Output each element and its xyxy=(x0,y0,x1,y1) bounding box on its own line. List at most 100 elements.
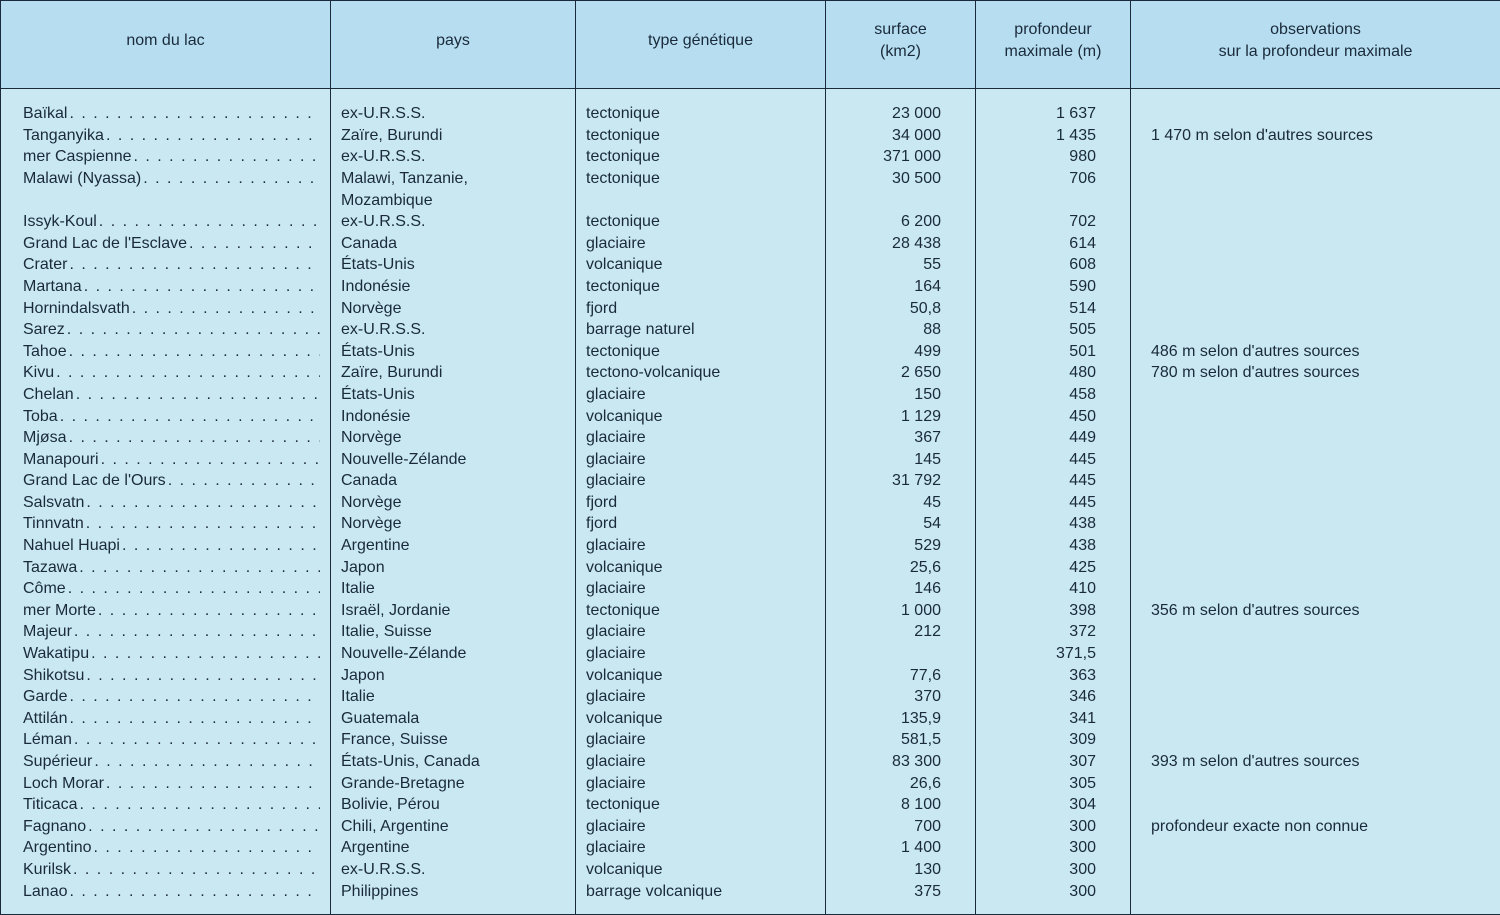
lake-name: Kivu xyxy=(23,362,56,384)
cell-pays: Canada xyxy=(331,233,576,255)
table-row: Kurilsk . . . . . . . . . . . . . . . . … xyxy=(1,859,1500,881)
cell-nom: Toba . . . . . . . . . . . . . . . . . .… xyxy=(1,406,331,428)
dot-leader: . . . . . . . . . . . . . . . . . . . . … xyxy=(168,470,320,492)
cell-obs: 780 m selon d'autres sources xyxy=(1131,362,1500,384)
table-row: Shikotsu . . . . . . . . . . . . . . . .… xyxy=(1,665,1500,687)
table-row: Léman . . . . . . . . . . . . . . . . . … xyxy=(1,729,1500,751)
lake-name: Issyk-Koul xyxy=(23,211,99,233)
cell-surface: 34 000 xyxy=(826,125,976,147)
table-row: Chelan . . . . . . . . . . . . . . . . .… xyxy=(1,384,1500,406)
cell-nom: Supérieur . . . . . . . . . . . . . . . … xyxy=(1,751,331,773)
cell-profondeur: 445 xyxy=(976,470,1131,492)
dot-leader: . . . . . . . . . . . . . . . . . . . . … xyxy=(86,665,320,687)
cell-surface: 130 xyxy=(826,859,976,881)
cell-obs: profondeur exacte non connue xyxy=(1131,816,1500,838)
lake-name: Loch Morar xyxy=(23,773,106,795)
cell-type: glaciaire xyxy=(576,621,826,643)
col-header-surface: surface(km2) xyxy=(826,1,976,89)
cell-type: glaciaire xyxy=(576,751,826,773)
cell-nom: mer Caspienne . . . . . . . . . . . . . … xyxy=(1,146,331,168)
cell-obs: 486 m selon d'autres sources xyxy=(1131,341,1500,363)
cell-surface: 2 650 xyxy=(826,362,976,384)
dot-leader: . . . . . . . . . . . . . . . . . . . . … xyxy=(69,427,320,449)
table-row: Sarez . . . . . . . . . . . . . . . . . … xyxy=(1,319,1500,341)
lake-name: Kurilsk xyxy=(23,859,73,881)
cell-obs xyxy=(1131,643,1500,665)
cell-profondeur: 1 637 xyxy=(976,89,1131,125)
cell-nom: Léman . . . . . . . . . . . . . . . . . … xyxy=(1,729,331,751)
cell-obs xyxy=(1131,621,1500,643)
cell-obs xyxy=(1131,837,1500,859)
cell-surface: 146 xyxy=(826,578,976,600)
cell-obs xyxy=(1131,449,1500,471)
cell-surface: 370 xyxy=(826,686,976,708)
cell-type: glaciaire xyxy=(576,837,826,859)
cell-pays: Bolivie, Pérou xyxy=(331,794,576,816)
cell-pays: États-Unis xyxy=(331,254,576,276)
cell-nom: Wakatipu . . . . . . . . . . . . . . . .… xyxy=(1,643,331,665)
cell-profondeur: 501 xyxy=(976,341,1131,363)
cell-pays: Chili, Argentine xyxy=(331,816,576,838)
cell-type: volcanique xyxy=(576,708,826,730)
cell-profondeur: 309 xyxy=(976,729,1131,751)
cell-obs xyxy=(1131,773,1500,795)
cell-obs xyxy=(1131,427,1500,449)
table-row: Fagnano . . . . . . . . . . . . . . . . … xyxy=(1,816,1500,838)
dot-leader: . . . . . . . . . . . . . . . . . . . . … xyxy=(122,535,320,557)
dot-leader: . . . . . . . . . . . . . . . . . . . . … xyxy=(106,125,320,147)
cell-type: glaciaire xyxy=(576,233,826,255)
cell-nom: Kivu . . . . . . . . . . . . . . . . . .… xyxy=(1,362,331,384)
cell-pays: États-Unis xyxy=(331,341,576,363)
cell-type: tectonique xyxy=(576,341,826,363)
cell-surface: 55 xyxy=(826,254,976,276)
cell-surface: 30 500 xyxy=(826,168,976,211)
cell-profondeur: 438 xyxy=(976,535,1131,557)
cell-nom: Attilán . . . . . . . . . . . . . . . . … xyxy=(1,708,331,730)
lake-name: Tinnvatn xyxy=(23,513,86,535)
cell-pays: Norvège xyxy=(331,298,576,320)
cell-surface xyxy=(826,643,976,665)
cell-pays: Italie, Suisse xyxy=(331,621,576,643)
cell-nom: Argentino . . . . . . . . . . . . . . . … xyxy=(1,837,331,859)
lake-name: Titicaca xyxy=(23,794,80,816)
dot-leader: . . . . . . . . . . . . . . . . . . . . … xyxy=(134,146,321,168)
cell-profondeur: 300 xyxy=(976,881,1131,915)
cell-nom: Mjøsa . . . . . . . . . . . . . . . . . … xyxy=(1,427,331,449)
cell-profondeur: 307 xyxy=(976,751,1131,773)
cell-surface: 8 100 xyxy=(826,794,976,816)
lake-name: Nahuel Huapi xyxy=(23,535,122,557)
cell-obs xyxy=(1131,319,1500,341)
cell-surface: 499 xyxy=(826,341,976,363)
cell-surface: 26,6 xyxy=(826,773,976,795)
cell-pays: Grande-Bretagne xyxy=(331,773,576,795)
cell-nom: Martana . . . . . . . . . . . . . . . . … xyxy=(1,276,331,298)
dot-leader: . . . . . . . . . . . . . . . . . . . . … xyxy=(86,492,320,514)
cell-pays: Japon xyxy=(331,557,576,579)
lake-name: mer Morte xyxy=(23,600,98,622)
cell-surface: 83 300 xyxy=(826,751,976,773)
cell-pays: Indonésie xyxy=(331,406,576,428)
cell-profondeur: 300 xyxy=(976,859,1131,881)
col-header-type: type génétique xyxy=(576,1,826,89)
cell-type: barrage naturel xyxy=(576,319,826,341)
cell-obs xyxy=(1131,233,1500,255)
table-body: Baïkal . . . . . . . . . . . . . . . . .… xyxy=(1,89,1500,915)
cell-type: glaciaire xyxy=(576,470,826,492)
table-row: Wakatipu . . . . . . . . . . . . . . . .… xyxy=(1,643,1500,665)
cell-type: glaciaire xyxy=(576,686,826,708)
cell-surface: 529 xyxy=(826,535,976,557)
lake-name: Argentino xyxy=(23,837,94,859)
lake-name: Martana xyxy=(23,276,84,298)
table-row: Toba . . . . . . . . . . . . . . . . . .… xyxy=(1,406,1500,428)
cell-obs xyxy=(1131,578,1500,600)
cell-surface: 1 000 xyxy=(826,600,976,622)
cell-profondeur: 445 xyxy=(976,492,1131,514)
lake-name: Baïkal xyxy=(23,103,69,125)
cell-type: tectono-volcanique xyxy=(576,362,826,384)
cell-pays: États-Unis xyxy=(331,384,576,406)
cell-nom: Chelan . . . . . . . . . . . . . . . . .… xyxy=(1,384,331,406)
cell-profondeur: 346 xyxy=(976,686,1131,708)
dot-leader: . . . . . . . . . . . . . . . . . . . . … xyxy=(68,578,320,600)
table-row: Supérieur . . . . . . . . . . . . . . . … xyxy=(1,751,1500,773)
dot-leader: . . . . . . . . . . . . . . . . . . . . … xyxy=(91,643,320,665)
